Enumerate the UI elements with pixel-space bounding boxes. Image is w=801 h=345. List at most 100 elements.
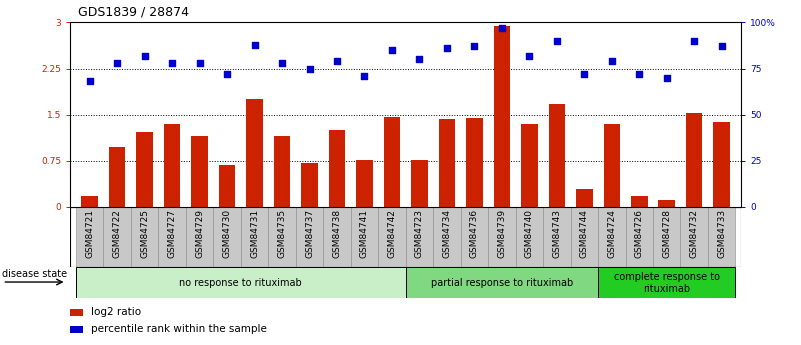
Point (550, 38, 563, 43)
Point (523, 53, 536, 58)
Text: complete response to
rituximab: complete response to rituximab (614, 272, 720, 294)
Bar (549, 104, 565, 207)
Point (139, 53, 151, 58)
Text: GSM84730: GSM84730 (223, 209, 231, 258)
Bar (576, 188, 593, 207)
Text: GSM84733: GSM84733 (717, 209, 727, 258)
Text: GSM84734: GSM84734 (442, 209, 452, 258)
Point (660, 75, 673, 80)
Text: GSM84728: GSM84728 (662, 209, 671, 258)
Bar (82, 196, 98, 207)
Text: GSM84721: GSM84721 (85, 209, 95, 258)
Bar (164, 124, 180, 207)
Text: GSM84741: GSM84741 (360, 209, 369, 258)
Text: GSM84732: GSM84732 (690, 209, 698, 258)
Text: GSM84737: GSM84737 (305, 209, 314, 258)
Bar (136, 132, 153, 207)
Text: GSM84742: GSM84742 (388, 209, 396, 258)
Point (248, 42, 261, 47)
Bar (219, 165, 235, 207)
Bar (493, 26, 510, 207)
Bar (70, 326, 83, 333)
Bar (351, 207, 378, 267)
Point (413, 57, 426, 62)
Point (358, 73, 371, 79)
Point (633, 71, 646, 77)
Point (385, 47, 398, 53)
Point (111, 60, 123, 66)
Point (193, 60, 206, 66)
Text: log2 ratio: log2 ratio (91, 307, 141, 317)
Bar (378, 207, 406, 267)
Bar (411, 160, 428, 207)
Bar (191, 136, 208, 207)
Bar (521, 124, 537, 207)
Text: GSM84727: GSM84727 (167, 209, 177, 258)
Bar (274, 136, 290, 207)
Bar (516, 207, 543, 267)
Text: partial response to rituximab: partial response to rituximab (431, 278, 573, 288)
Point (166, 60, 179, 66)
Bar (324, 207, 351, 267)
Text: percentile rank within the sample: percentile rank within the sample (91, 324, 267, 334)
Point (715, 44, 728, 49)
Point (221, 71, 234, 77)
Bar (439, 119, 455, 207)
Point (606, 58, 618, 64)
Bar (328, 130, 345, 207)
Bar (268, 207, 296, 267)
Point (578, 71, 590, 77)
Point (83, 79, 96, 84)
Bar (631, 196, 647, 207)
Bar (603, 124, 620, 207)
Text: GSM84722: GSM84722 (113, 209, 122, 258)
Bar (76, 207, 103, 267)
Bar (384, 117, 400, 207)
Text: GSM84726: GSM84726 (634, 209, 644, 258)
Text: GSM84740: GSM84740 (525, 209, 533, 258)
Text: GSM84744: GSM84744 (580, 209, 589, 258)
Bar (488, 207, 516, 267)
Bar (186, 207, 213, 267)
Text: no response to rituximab: no response to rituximab (179, 278, 302, 288)
Bar (598, 267, 735, 298)
Bar (466, 118, 483, 207)
Bar (301, 163, 318, 207)
Point (441, 46, 453, 51)
Bar (714, 122, 730, 207)
Bar (433, 207, 461, 267)
Point (303, 66, 316, 71)
Point (276, 60, 288, 66)
Text: GDS1839 / 28874: GDS1839 / 28874 (78, 6, 190, 19)
Text: GSM84724: GSM84724 (607, 209, 616, 258)
Bar (70, 309, 83, 316)
Text: GSM84725: GSM84725 (140, 209, 149, 258)
Text: GSM84738: GSM84738 (332, 209, 341, 258)
Text: GSM84723: GSM84723 (415, 209, 424, 258)
Bar (598, 207, 626, 267)
Text: GSM84743: GSM84743 (553, 209, 562, 258)
Text: GSM84735: GSM84735 (278, 209, 287, 258)
Bar (658, 200, 675, 207)
Bar (76, 267, 406, 298)
Bar (681, 207, 708, 267)
Point (331, 58, 344, 64)
Bar (406, 207, 433, 267)
Bar (103, 207, 131, 267)
Bar (686, 114, 702, 207)
Bar (570, 207, 598, 267)
Bar (241, 207, 268, 267)
Bar (461, 207, 488, 267)
Bar (159, 207, 186, 267)
Bar (626, 207, 653, 267)
Point (496, 25, 509, 31)
Text: GSM84731: GSM84731 (250, 209, 259, 258)
Bar (543, 207, 570, 267)
Bar (131, 207, 159, 267)
Bar (247, 99, 263, 207)
Bar (356, 160, 372, 207)
Point (688, 38, 701, 43)
Point (468, 44, 481, 49)
Bar (296, 207, 324, 267)
Text: GSM84729: GSM84729 (195, 209, 204, 258)
